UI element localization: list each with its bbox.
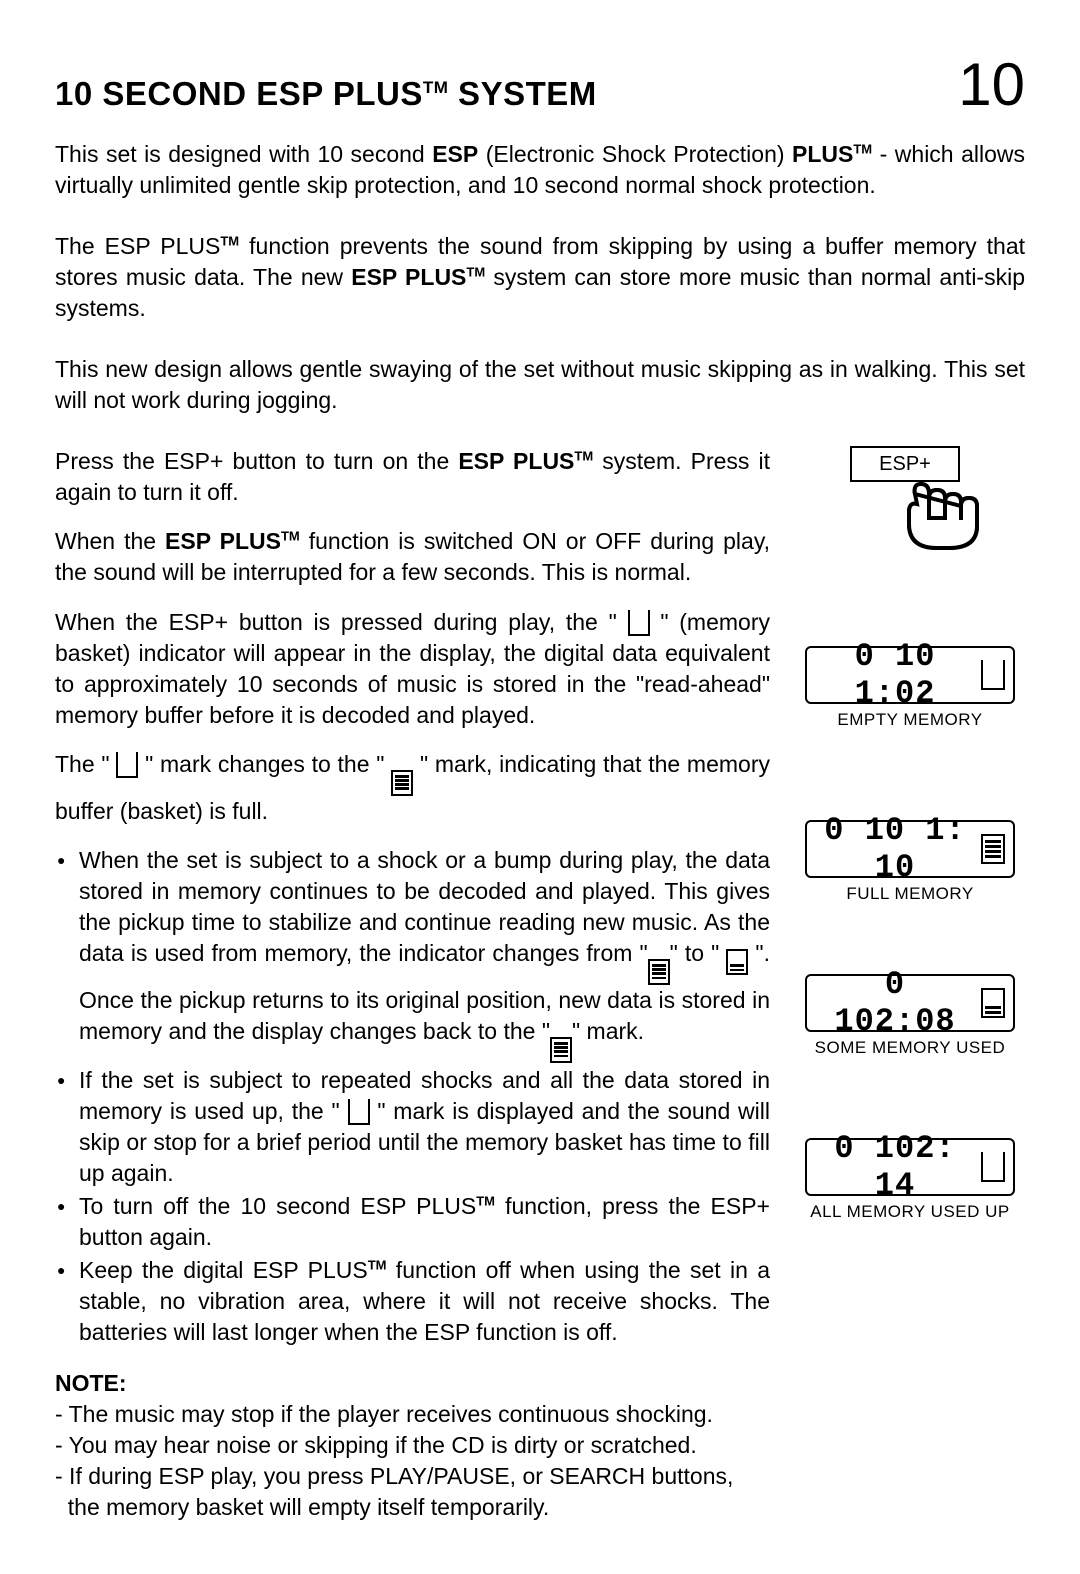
right-column: ESP+ 0 10 1:02 EMPTY MEMORY 0 10 1: 10 bbox=[795, 446, 1025, 1272]
page-number: 10 bbox=[958, 50, 1025, 119]
text: When the bbox=[55, 528, 165, 554]
text-bold: ESP PLUS bbox=[351, 264, 466, 290]
text: When the ESP+ button is pressed during p… bbox=[55, 609, 628, 635]
lcd-text: 0 102:08 bbox=[815, 966, 975, 1040]
illustration-lcd-some: 0 102:08 SOME MEMORY USED bbox=[795, 974, 1025, 1058]
lcd-display: 0 10 1: 10 bbox=[805, 820, 1015, 878]
text-bold: PLUS bbox=[792, 141, 853, 167]
text: Press the ESP+ button to turn on the bbox=[55, 448, 458, 474]
basket-full-icon bbox=[981, 834, 1005, 864]
note-line-1: - The music may stop if the player recei… bbox=[55, 1399, 770, 1430]
note-line-3: - If during ESP play, you press PLAY/PAU… bbox=[55, 1461, 770, 1492]
basket-some-icon bbox=[981, 988, 1005, 1018]
text: Keep the digital ESP PLUS bbox=[79, 1257, 368, 1283]
para-7: The " " mark changes to the " " mark, in… bbox=[55, 749, 770, 827]
lcd-text: 0 102: 14 bbox=[815, 1130, 975, 1204]
lcd-display: 0 102:08 bbox=[805, 974, 1015, 1032]
basket-empty-icon bbox=[981, 660, 1005, 690]
bullet-list: When the set is subject to a shock or a … bbox=[55, 845, 770, 1348]
text-bold: ESP bbox=[432, 141, 478, 167]
page-title: 10 SECOND ESP PLUSTM SYSTEM bbox=[55, 75, 597, 113]
title-pre: 10 SECOND ESP PLUS bbox=[55, 75, 423, 112]
text: " mark. bbox=[572, 1018, 644, 1044]
tm: TM bbox=[853, 141, 872, 156]
basket-full-icon bbox=[391, 770, 413, 796]
note-line-2: - You may hear noise or skipping if the … bbox=[55, 1430, 770, 1461]
text: This set is designed with 10 second bbox=[55, 141, 432, 167]
basket-full-icon bbox=[648, 959, 670, 985]
lcd-text: 0 10 1:02 bbox=[815, 638, 975, 712]
basket-open-icon bbox=[981, 1152, 1005, 1182]
tm: TM bbox=[574, 449, 593, 464]
note-title: NOTE: bbox=[55, 1370, 770, 1397]
lcd-display: 0 102: 14 bbox=[805, 1138, 1015, 1196]
basket-empty-icon bbox=[628, 610, 650, 636]
lcd-label: SOME MEMORY USED bbox=[795, 1038, 1025, 1058]
text: The ESP PLUS bbox=[55, 233, 220, 259]
lcd-label: FULL MEMORY bbox=[795, 884, 1025, 904]
tm: TM bbox=[281, 529, 300, 544]
text-bold: ESP PLUS bbox=[458, 448, 574, 474]
hand-press-icon bbox=[820, 446, 1000, 556]
illustration-esp-button: ESP+ bbox=[795, 446, 1025, 556]
illustration-lcd-usedup: 0 102: 14 ALL MEMORY USED UP bbox=[795, 1138, 1025, 1222]
bullet-4: Keep the digital ESP PLUSTM function off… bbox=[55, 1255, 770, 1348]
left-column: Press the ESP+ button to turn on the ESP… bbox=[55, 446, 770, 1523]
text-bold: ESP PLUS bbox=[165, 528, 281, 554]
title-post: SYSTEM bbox=[448, 75, 596, 112]
tm: TM bbox=[466, 264, 485, 279]
para-6: When the ESP+ button is pressed during p… bbox=[55, 607, 770, 731]
basket-partial-icon bbox=[726, 949, 748, 975]
note-line-3b: the memory basket will empty itself temp… bbox=[55, 1492, 770, 1523]
basket-full-icon bbox=[550, 1037, 572, 1063]
bullet-1: When the set is subject to a shock or a … bbox=[55, 845, 770, 1063]
page-header: 10 SECOND ESP PLUSTM SYSTEM 10 bbox=[55, 50, 1025, 119]
lcd-label: EMPTY MEMORY bbox=[795, 710, 1025, 730]
illustration-lcd-empty: 0 10 1:02 EMPTY MEMORY bbox=[795, 646, 1025, 730]
tm: TM bbox=[476, 1193, 495, 1208]
basket-open-icon bbox=[348, 1099, 370, 1125]
lcd-display: 0 10 1:02 bbox=[805, 646, 1015, 704]
bullet-3: To turn off the 10 second ESP PLUSTM fun… bbox=[55, 1191, 770, 1253]
text: To turn off the 10 second ESP PLUS bbox=[79, 1193, 476, 1219]
lcd-text: 0 10 1: 10 bbox=[815, 812, 975, 886]
text: " to " bbox=[670, 940, 727, 966]
tm: TM bbox=[368, 1257, 387, 1272]
text: The " bbox=[55, 751, 116, 777]
text: (Electronic Shock Protection) bbox=[478, 141, 792, 167]
title-tm: TM bbox=[423, 78, 449, 97]
basket-empty-icon bbox=[116, 752, 138, 778]
text: " mark changes to the " bbox=[138, 751, 391, 777]
text: When the set is subject to a shock or a … bbox=[79, 847, 770, 966]
main-two-column: Press the ESP+ button to turn on the ESP… bbox=[55, 446, 1025, 1523]
intro-para-3: This new design allows gentle swaying of… bbox=[55, 354, 1025, 416]
bullet-2: If the set is subject to repeated shocks… bbox=[55, 1065, 770, 1189]
tm: TM bbox=[220, 233, 239, 248]
illustration-lcd-full: 0 10 1: 10 FULL MEMORY bbox=[795, 820, 1025, 904]
para-5: When the ESP PLUSTM function is switched… bbox=[55, 526, 770, 588]
intro-para-1: This set is designed with 10 second ESP … bbox=[55, 139, 1025, 201]
para-4: Press the ESP+ button to turn on the ESP… bbox=[55, 446, 770, 508]
intro-para-2: The ESP PLUSTM function prevents the sou… bbox=[55, 231, 1025, 324]
note-section: NOTE: - The music may stop if the player… bbox=[55, 1370, 770, 1523]
lcd-label: ALL MEMORY USED UP bbox=[795, 1202, 1025, 1222]
